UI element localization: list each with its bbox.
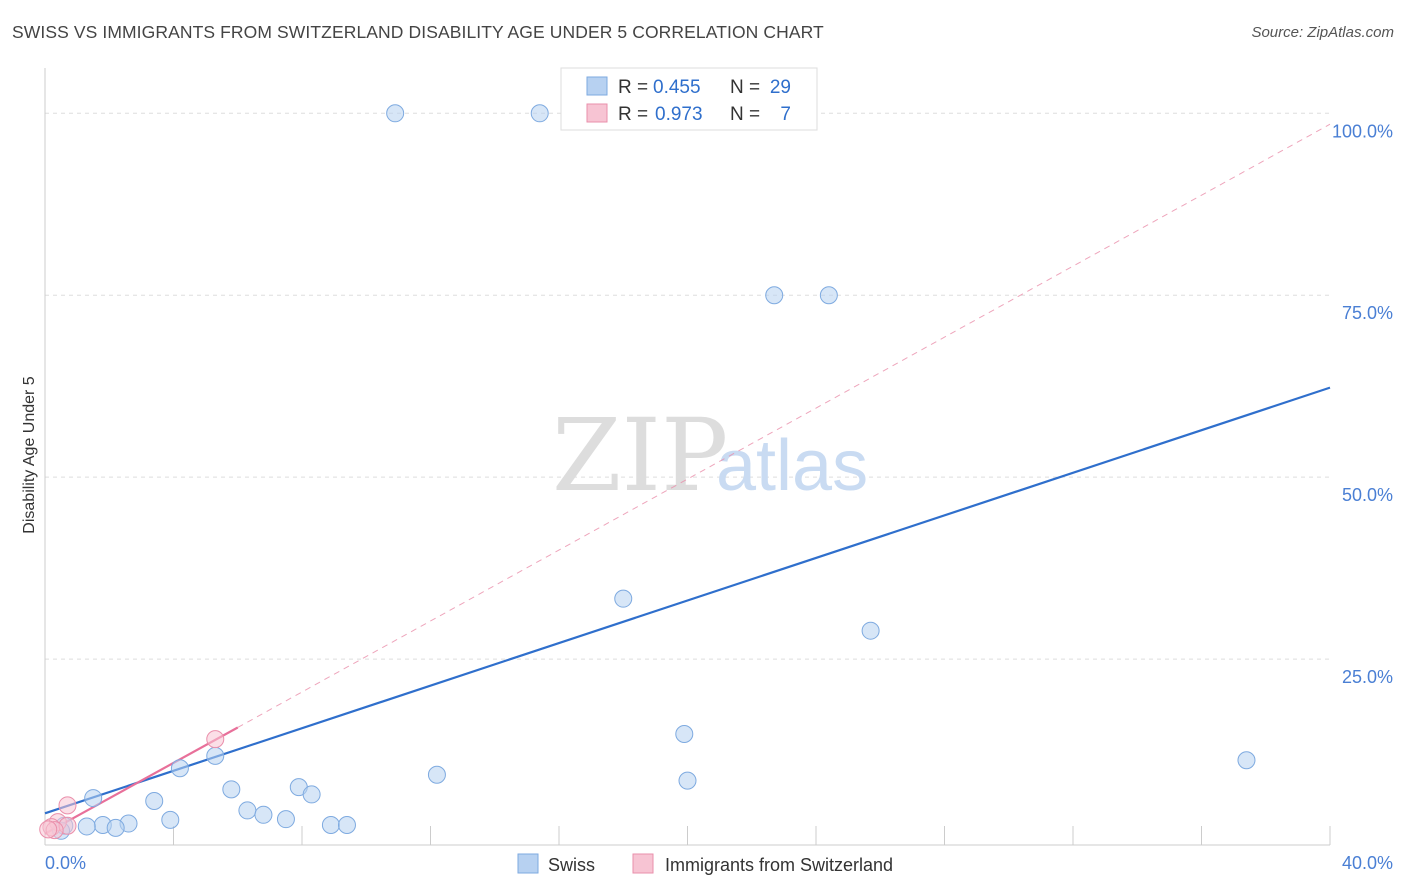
- chart-title: SWISS VS IMMIGRANTS FROM SWITZERLAND DIS…: [12, 22, 824, 42]
- legend-r-label-immigrants: R =: [618, 104, 648, 125]
- point-swiss: [614, 589, 633, 608]
- point-swiss: [678, 771, 697, 790]
- point-swiss: [321, 815, 340, 834]
- point-swiss: [145, 791, 164, 810]
- point-swiss: [765, 286, 784, 305]
- legend-r-value-immigrants: 0.973: [655, 104, 703, 125]
- legend-swatch-swiss: [586, 76, 608, 96]
- trend-line-immigrants: [44, 726, 239, 835]
- point-swiss: [337, 815, 356, 834]
- axes: 25.0% 50.0% 75.0% 100.0% 0.0% 40.0%: [44, 68, 1393, 873]
- trend-line-immigrants-extension: [237, 123, 1331, 728]
- legend-n-value-immigrants: 7: [780, 104, 791, 125]
- point-swiss: [106, 818, 125, 837]
- legend-n-label-swiss: N =: [730, 77, 760, 98]
- point-swiss: [222, 780, 241, 799]
- watermark-zip: ZIP: [552, 397, 728, 514]
- legend-r-label-swiss: R =: [618, 77, 648, 98]
- legend-swatch-immigrants: [586, 103, 608, 123]
- bottom-legend-swiss: Swiss: [548, 855, 595, 875]
- y-tick-label: 50.0%: [1342, 485, 1393, 505]
- point-swiss: [161, 810, 180, 829]
- point-swiss: [675, 725, 694, 744]
- point-immigrants: [206, 730, 225, 749]
- point-swiss: [238, 801, 257, 820]
- trend-lines: [44, 123, 1331, 835]
- point-swiss: [427, 765, 446, 784]
- bottom-legend-immigrants: Immigrants from Switzerland: [665, 855, 893, 875]
- x-tick-label: 0.0%: [45, 853, 86, 873]
- x-tick-label: 40.0%: [1342, 853, 1393, 873]
- bottom-legend: Swiss Immigrants from Switzerland: [517, 853, 893, 875]
- legend-n-value-swiss: 29: [770, 77, 791, 98]
- bottom-legend-swatch-swiss: [517, 853, 539, 874]
- point-swiss: [386, 104, 405, 123]
- y-tick-label: 100.0%: [1332, 121, 1393, 141]
- trend-line-swiss: [44, 386, 1331, 815]
- point-immigrants: [39, 820, 58, 839]
- y-tick-label: 25.0%: [1342, 667, 1393, 687]
- legend-r-value-swiss: 0.455: [653, 77, 701, 98]
- point-swiss: [530, 104, 549, 123]
- point-swiss: [84, 789, 103, 808]
- y-tick-label: 75.0%: [1342, 303, 1393, 323]
- point-swiss: [206, 746, 225, 765]
- point-swiss: [77, 817, 96, 836]
- source-label: Source: ZipAtlas.com: [1251, 24, 1394, 41]
- point-swiss: [276, 810, 295, 829]
- point-swiss: [1237, 751, 1256, 770]
- grid-lines: [45, 112, 1330, 660]
- data-points: [39, 104, 1256, 840]
- point-swiss: [861, 621, 880, 640]
- point-swiss: [170, 759, 189, 778]
- correlation-legend: R = 0.455 N = 29 R = 0.973 N = 7: [560, 67, 818, 131]
- legend-n-label-immigrants: N =: [730, 104, 760, 125]
- y-axis-label: Disability Age Under 5: [21, 376, 38, 534]
- point-swiss: [819, 286, 838, 305]
- point-swiss: [302, 785, 321, 804]
- point-immigrants: [58, 796, 77, 815]
- point-swiss: [254, 805, 273, 824]
- watermark-atlas: atlas: [716, 426, 868, 506]
- bottom-legend-swatch-immigrants: [632, 853, 654, 874]
- watermark: ZIP atlas: [552, 397, 868, 514]
